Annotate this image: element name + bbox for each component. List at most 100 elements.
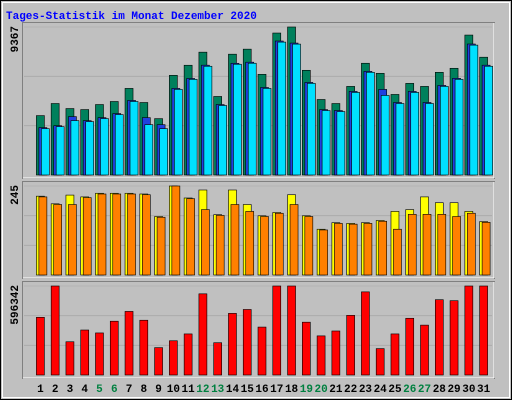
bar: [422, 214, 432, 276]
bar: [262, 88, 272, 176]
bar: [169, 340, 178, 376]
bar: [50, 285, 60, 376]
x-tick-label: 11: [182, 384, 196, 396]
bar: [142, 194, 151, 276]
bar: [36, 317, 45, 376]
x-tick-label: 30: [462, 384, 475, 396]
bar: [481, 222, 491, 276]
bar: [124, 311, 134, 376]
bar: [245, 211, 255, 276]
bar: [198, 293, 208, 376]
x-tick-label: 3: [67, 384, 74, 396]
bar: [127, 193, 136, 276]
x-tick-label: 31: [477, 384, 491, 396]
x-tick-label: 5: [96, 384, 103, 396]
bar: [53, 204, 62, 276]
bar: [80, 329, 90, 376]
bar: [292, 43, 301, 176]
bar: [154, 347, 163, 376]
bar: [366, 71, 375, 176]
bar: [156, 216, 166, 276]
bar: [260, 216, 269, 276]
bar: [65, 341, 75, 376]
bar: [378, 220, 387, 276]
bar: [55, 126, 65, 176]
bar: [467, 212, 476, 276]
bar: [272, 285, 282, 376]
x-tick-label: 7: [126, 384, 133, 396]
bar: [437, 214, 447, 276]
bar: [375, 348, 385, 376]
x-tick-label: 13: [211, 384, 225, 396]
bar: [395, 103, 405, 176]
bar: [361, 291, 370, 376]
x-tick-label: 1: [37, 384, 44, 396]
bar: [390, 333, 400, 376]
bar: [277, 41, 287, 176]
bar: [351, 92, 360, 176]
x-tick-label: 28: [433, 384, 447, 396]
x-tick-label: 21: [329, 384, 343, 396]
x-tick-label: 26: [403, 384, 416, 396]
bar: [316, 335, 326, 376]
bar: [454, 79, 464, 176]
bar: [242, 309, 252, 376]
bar: [439, 86, 449, 176]
bar: [218, 105, 227, 176]
bar: [188, 79, 198, 176]
x-tick-label: 24: [374, 384, 388, 396]
bar: [287, 285, 296, 376]
x-tick-label: 23: [359, 384, 373, 396]
bar: [302, 321, 311, 376]
x-tick-label: 15: [241, 384, 255, 396]
bar: [420, 324, 429, 376]
bar: [469, 44, 479, 176]
bar: [112, 193, 122, 276]
bar: [82, 197, 92, 276]
x-tick-label: 16: [255, 384, 268, 396]
x-tick-label: 8: [141, 384, 148, 396]
bar: [129, 101, 139, 176]
x-tick-label: 25: [388, 384, 402, 396]
bar: [38, 196, 48, 276]
bar: [405, 317, 415, 376]
bar: [215, 215, 225, 276]
bar: [363, 223, 373, 276]
bar: [331, 330, 341, 376]
x-tick-label: 4: [81, 384, 88, 396]
x-tick-label: 10: [167, 384, 180, 396]
bar: [336, 111, 346, 176]
bar: [380, 95, 390, 176]
bar: [213, 342, 222, 376]
bar: [307, 83, 316, 176]
y-max-label: 9367: [10, 26, 22, 52]
bar: [114, 114, 124, 176]
frame-inner: [2, 2, 510, 398]
x-tick-label: 29: [447, 384, 460, 396]
bar: [233, 63, 242, 176]
bar: [85, 121, 95, 176]
bar: [230, 204, 240, 276]
bar: [452, 216, 461, 276]
x-tick-label: 19: [300, 384, 313, 396]
bar: [425, 103, 434, 176]
bar: [346, 315, 355, 376]
bar: [228, 313, 237, 376]
chart-title: Tages-Statistik im Monat Dezember 2020: [6, 11, 257, 23]
x-tick-label: 9: [155, 384, 162, 396]
y-max-label: 245: [10, 185, 22, 205]
bar: [449, 300, 459, 376]
bar: [186, 198, 195, 276]
x-tick-label: 18: [285, 384, 299, 396]
bar: [109, 320, 119, 376]
bar: [393, 228, 402, 276]
bar: [407, 214, 417, 276]
bar: [257, 326, 267, 376]
bar: [334, 223, 343, 276]
x-tick-label: 14: [226, 384, 240, 396]
y-max-label: 596342: [10, 285, 22, 325]
bar: [70, 120, 80, 176]
bar: [159, 128, 168, 176]
bar: [464, 285, 474, 376]
